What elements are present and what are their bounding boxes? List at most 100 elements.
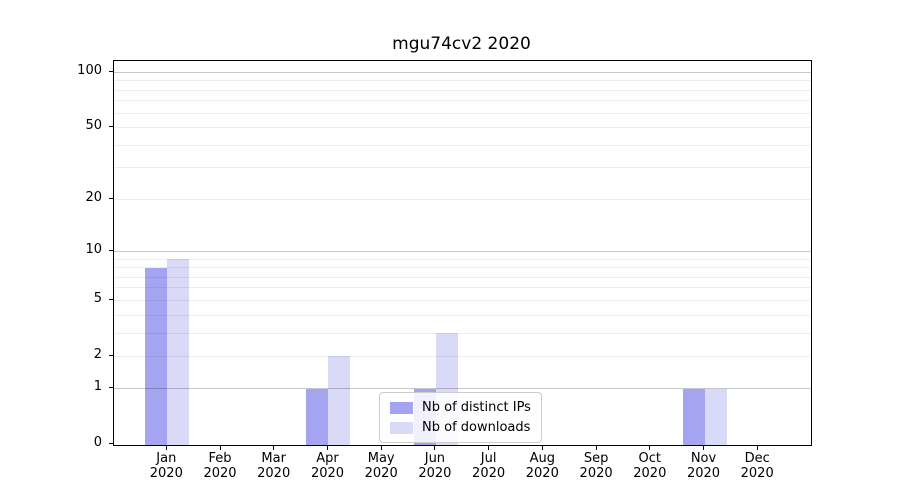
- x-tick-mark: [380, 446, 382, 450]
- major-gridline: [114, 250, 811, 252]
- x-tick-year: 2020: [149, 465, 183, 481]
- bar-apr-s0: [306, 389, 329, 445]
- x-tick-month: Jan: [156, 451, 177, 466]
- x-tick-mark: [434, 446, 436, 450]
- x-tick-year: 2020: [418, 465, 452, 481]
- x-tick-mark: [649, 446, 651, 450]
- x-tick-mark: [703, 446, 704, 450]
- legend-swatch-distinct-ips: [390, 401, 413, 414]
- bar-nov-s0: [682, 389, 705, 445]
- x-tick-year: 2020: [740, 465, 774, 481]
- y-tick-label: 10: [85, 241, 102, 257]
- x-tick-mark: [327, 446, 328, 450]
- x-tick-year: 2020: [525, 465, 559, 481]
- minor-gridline: [114, 299, 811, 301]
- x-tick-mark: [165, 446, 167, 450]
- y-tick-mark: [109, 443, 113, 445]
- minor-gridline: [114, 80, 811, 82]
- x-tick-month: Feb: [208, 451, 232, 466]
- x-tick-label: Nov 2020: [672, 451, 736, 481]
- x-tick-label: Sep 2020: [564, 451, 628, 481]
- major-gridline: [114, 388, 811, 390]
- minor-gridline: [114, 89, 811, 91]
- minor-gridline: [114, 144, 811, 146]
- legend-item: Nb of distinct IPs: [390, 400, 531, 415]
- x-tick-month: May: [367, 451, 395, 466]
- y-tick-mark: [109, 298, 113, 300]
- minor-gridline: [114, 287, 811, 289]
- y-tick-mark: [109, 71, 113, 72]
- y-tick-mark: [109, 354, 113, 356]
- x-tick-year: 2020: [686, 465, 721, 481]
- x-tick-year: 2020: [257, 465, 291, 481]
- x-tick-year: 2020: [579, 465, 613, 481]
- x-tick-month: Oct: [638, 451, 662, 466]
- x-tick-label: Jul 2020: [457, 451, 521, 481]
- major-gridline: [114, 72, 811, 73]
- grid-layer: [114, 61, 811, 445]
- x-tick-mark: [219, 446, 221, 450]
- x-tick-month: Nov: [690, 451, 717, 466]
- x-tick-year: 2020: [472, 465, 506, 481]
- x-tick-month: Apr: [316, 451, 339, 466]
- x-tick-label: Mar 2020: [242, 451, 306, 481]
- y-tick-mark: [109, 249, 113, 251]
- x-tick-label: Oct 2020: [618, 451, 682, 481]
- x-tick-year: 2020: [310, 465, 345, 481]
- minor-gridline: [114, 198, 811, 200]
- x-tick-month: Dec: [744, 451, 770, 466]
- legend-label: Nb of distinct IPs: [422, 400, 531, 415]
- bar-jan-s0: [145, 267, 168, 445]
- minor-gridline: [114, 276, 811, 278]
- legend-label: Nb of downloads: [422, 420, 531, 435]
- y-tick-label: 50: [85, 118, 102, 134]
- x-tick-year: 2020: [364, 465, 398, 481]
- minor-gridline: [114, 355, 811, 357]
- x-tick-month: Sep: [583, 451, 609, 466]
- legend: Nb of distinct IPs Nb of downloads: [379, 392, 542, 443]
- x-tick-label: May 2020: [349, 451, 413, 481]
- x-tick-label: Jan 2020: [134, 451, 198, 481]
- bar-jan-s1: [167, 259, 190, 445]
- x-tick-month: Jul: [480, 451, 497, 466]
- x-tick-mark: [541, 446, 543, 450]
- minor-gridline: [114, 100, 811, 102]
- y-tick-mark: [109, 126, 113, 128]
- y-tick-label: 0: [93, 435, 102, 451]
- x-tick-label: Dec 2020: [725, 451, 789, 481]
- y-tick-label: 1: [93, 379, 102, 395]
- x-tick-label: Jun 2020: [403, 451, 467, 481]
- legend-item: Nb of downloads: [390, 420, 531, 435]
- minor-gridline: [114, 127, 811, 129]
- x-tick-month: Jun: [424, 451, 446, 466]
- x-tick-month: Mar: [261, 451, 286, 466]
- minor-gridline: [114, 314, 811, 316]
- y-tick-mark: [109, 197, 113, 199]
- minor-gridline: [114, 267, 811, 268]
- plot-area: Nb of distinct IPs Nb of downloads: [113, 60, 812, 446]
- x-tick-label: Aug 2020: [510, 451, 574, 481]
- x-tick-mark: [595, 446, 597, 450]
- y-tick-label: 100: [77, 63, 102, 78]
- y-tick-label: 2: [93, 346, 102, 362]
- y-tick-label: 5: [93, 290, 102, 306]
- x-tick-label: Feb 2020: [188, 451, 252, 481]
- y-tick-mark: [109, 387, 113, 389]
- x-tick-mark: [488, 446, 490, 450]
- bar-apr-s1: [328, 356, 351, 445]
- minor-gridline: [114, 332, 811, 334]
- x-tick-year: 2020: [633, 465, 667, 481]
- x-tick-label: Apr 2020: [296, 451, 360, 481]
- x-tick-mark: [273, 446, 275, 450]
- minor-gridline: [114, 167, 811, 169]
- minor-gridline: [114, 258, 811, 260]
- x-tick-year: 2020: [203, 465, 237, 481]
- y-tick-label: 20: [85, 189, 102, 205]
- legend-swatch-downloads: [390, 421, 413, 434]
- minor-gridline: [114, 112, 811, 114]
- x-tick-month: Aug: [529, 451, 555, 466]
- x-tick-mark: [756, 446, 758, 450]
- bar-nov-s1: [704, 389, 727, 445]
- chart-title: mgu74cv2 2020: [392, 34, 531, 54]
